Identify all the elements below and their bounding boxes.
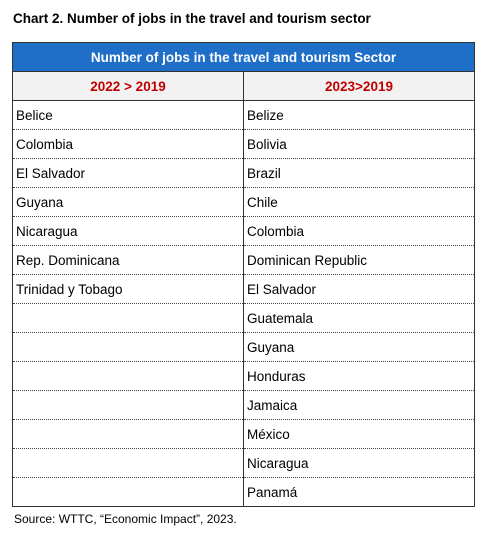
- country-cell: México: [243, 419, 475, 449]
- country-cell: Honduras: [243, 361, 475, 391]
- country-cell: Guatemala: [243, 303, 475, 333]
- country-cell: Bolivia: [243, 129, 475, 159]
- empty-cell: [12, 448, 244, 478]
- country-cell: Jamaica: [243, 390, 475, 420]
- table-row: Rep. Dominicana Dominican Republic: [12, 245, 475, 275]
- column-header: 2022 > 2019: [12, 71, 244, 101]
- empty-cell: [12, 477, 244, 507]
- country-cell: Guyana: [12, 187, 244, 217]
- country-cell: Belice: [12, 100, 244, 130]
- empty-cell: [12, 303, 244, 333]
- chart-title: Chart 2. Number of jobs in the travel an…: [13, 11, 371, 26]
- table-row: Belice Belize: [12, 100, 475, 130]
- table-row: Panamá: [12, 477, 475, 507]
- country-cell: Brazil: [243, 158, 475, 188]
- column-header: 2023>2019: [243, 71, 475, 101]
- jobs-table: Number of jobs in the travel and tourism…: [12, 42, 475, 507]
- country-cell: Panamá: [243, 477, 475, 507]
- country-cell: Dominican Republic: [243, 245, 475, 275]
- country-cell: Colombia: [243, 216, 475, 246]
- country-cell: El Salvador: [12, 158, 244, 188]
- country-cell: Colombia: [12, 129, 244, 159]
- table-row: Honduras: [12, 361, 475, 391]
- table-row: Nicaragua: [12, 448, 475, 478]
- table-row: México: [12, 419, 475, 449]
- table-row: Jamaica: [12, 390, 475, 420]
- table-row: Guatemala: [12, 303, 475, 333]
- table-row: El Salvador Brazil: [12, 158, 475, 188]
- empty-cell: [12, 332, 244, 362]
- empty-cell: [12, 419, 244, 449]
- country-cell: Nicaragua: [12, 216, 244, 246]
- country-cell: El Salvador: [243, 274, 475, 304]
- source-note: Source: WTTC, “Economic Impact”, 2023.: [14, 512, 237, 526]
- country-cell: Rep. Dominicana: [12, 245, 244, 275]
- table-row: Guyana Chile: [12, 187, 475, 217]
- country-cell: Trinidad y Tobago: [12, 274, 244, 304]
- country-cell: Chile: [243, 187, 475, 217]
- country-cell: Guyana: [243, 332, 475, 362]
- table-row: Trinidad y Tobago El Salvador: [12, 274, 475, 304]
- empty-cell: [12, 361, 244, 391]
- table-row: Colombia Bolivia: [12, 129, 475, 159]
- table-row: Guyana: [12, 332, 475, 362]
- table-row: Nicaragua Colombia: [12, 216, 475, 246]
- country-cell: Nicaragua: [243, 448, 475, 478]
- table-caption: Number of jobs in the travel and tourism…: [12, 42, 475, 72]
- country-cell: Belize: [243, 100, 475, 130]
- empty-cell: [12, 390, 244, 420]
